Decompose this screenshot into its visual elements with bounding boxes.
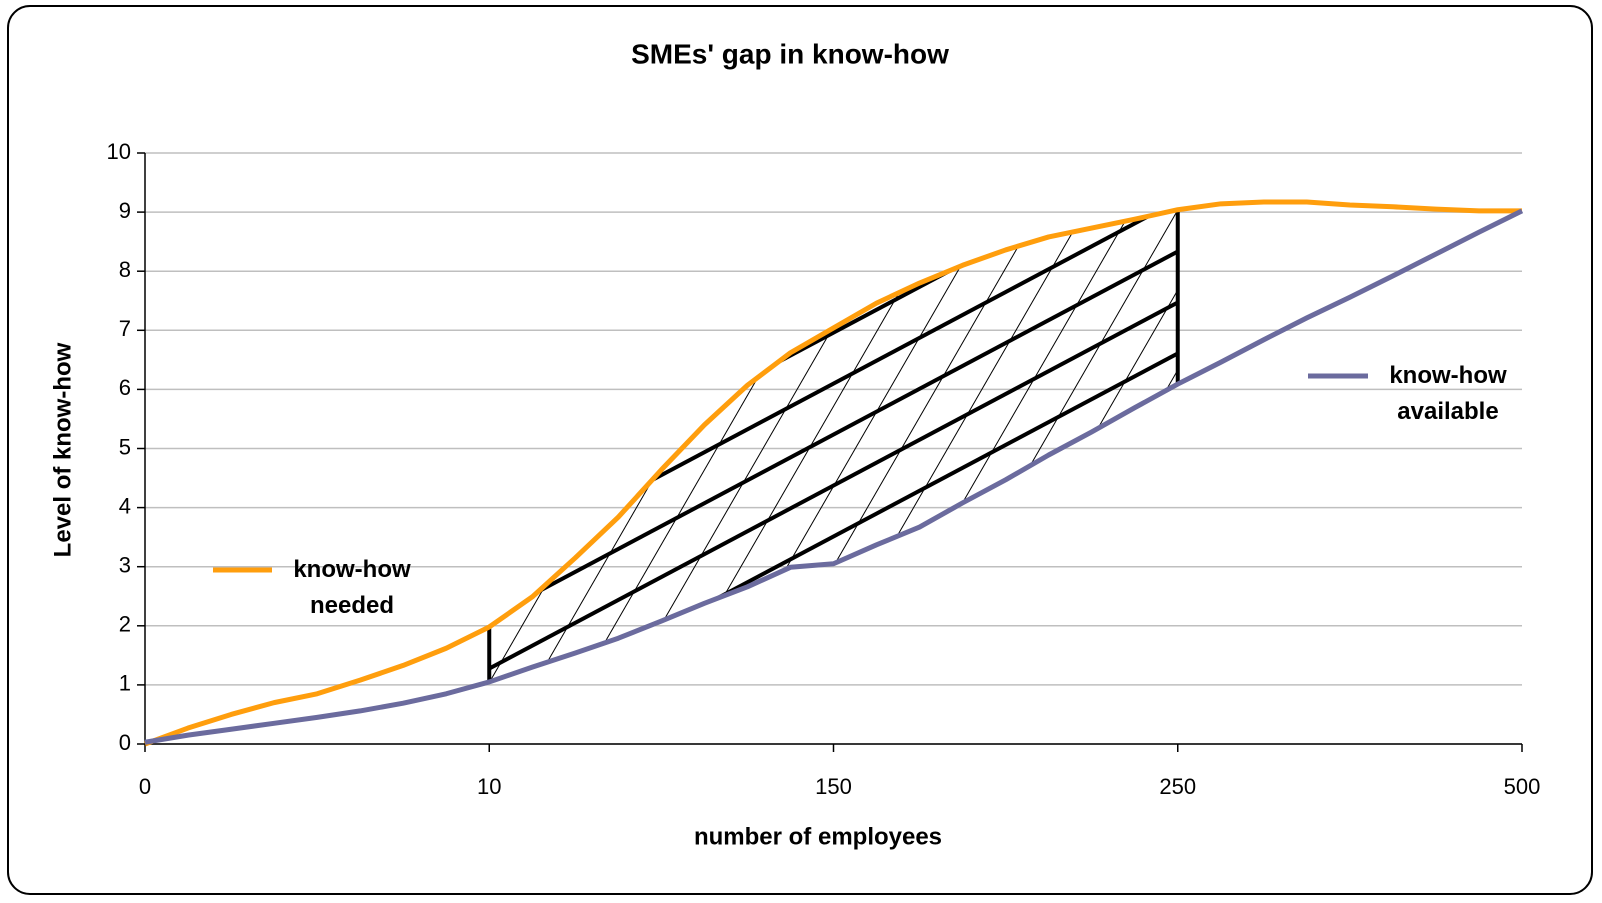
x-tick-label: 150 bbox=[815, 774, 852, 799]
x-axis-title: number of employees bbox=[694, 823, 942, 850]
x-tick-label: 0 bbox=[139, 774, 151, 799]
series-line bbox=[144, 199, 1522, 747]
y-tick-label: 2 bbox=[119, 612, 131, 637]
y-tick-label: 6 bbox=[119, 375, 131, 400]
y-tick-label: 8 bbox=[119, 257, 131, 282]
x-tick-label: 10 bbox=[477, 774, 501, 799]
legend-label: know-how available bbox=[1389, 362, 1507, 425]
x-tick-label: 500 bbox=[1504, 774, 1541, 799]
y-tick-label: 1 bbox=[119, 671, 131, 696]
plot-area: 0 1 2 3 4 5 6 7 8 9 10 0 10 150 250 500 bbox=[107, 139, 1541, 799]
y-tick-label: 10 bbox=[107, 139, 131, 164]
y-tick-label: 7 bbox=[119, 316, 131, 341]
y-tick-label: 0 bbox=[119, 730, 131, 755]
y-tick-label: 4 bbox=[119, 493, 131, 518]
y-tick-label: 3 bbox=[119, 553, 131, 578]
series-line bbox=[144, 208, 1524, 745]
x-tick-label: 250 bbox=[1159, 774, 1196, 799]
gap-hatch bbox=[489, 209, 1178, 682]
legend-entry: know-how available bbox=[1368, 358, 1528, 430]
y-tick-label: 9 bbox=[119, 198, 131, 223]
chart-title: SMEs' gap in know-how bbox=[631, 38, 949, 69]
legend-label: know-how needed bbox=[293, 556, 411, 619]
legend-entry: know-how needed bbox=[272, 552, 432, 624]
y-tick-label: 5 bbox=[119, 434, 131, 459]
y-axis-title: Level of know-how bbox=[49, 342, 76, 557]
